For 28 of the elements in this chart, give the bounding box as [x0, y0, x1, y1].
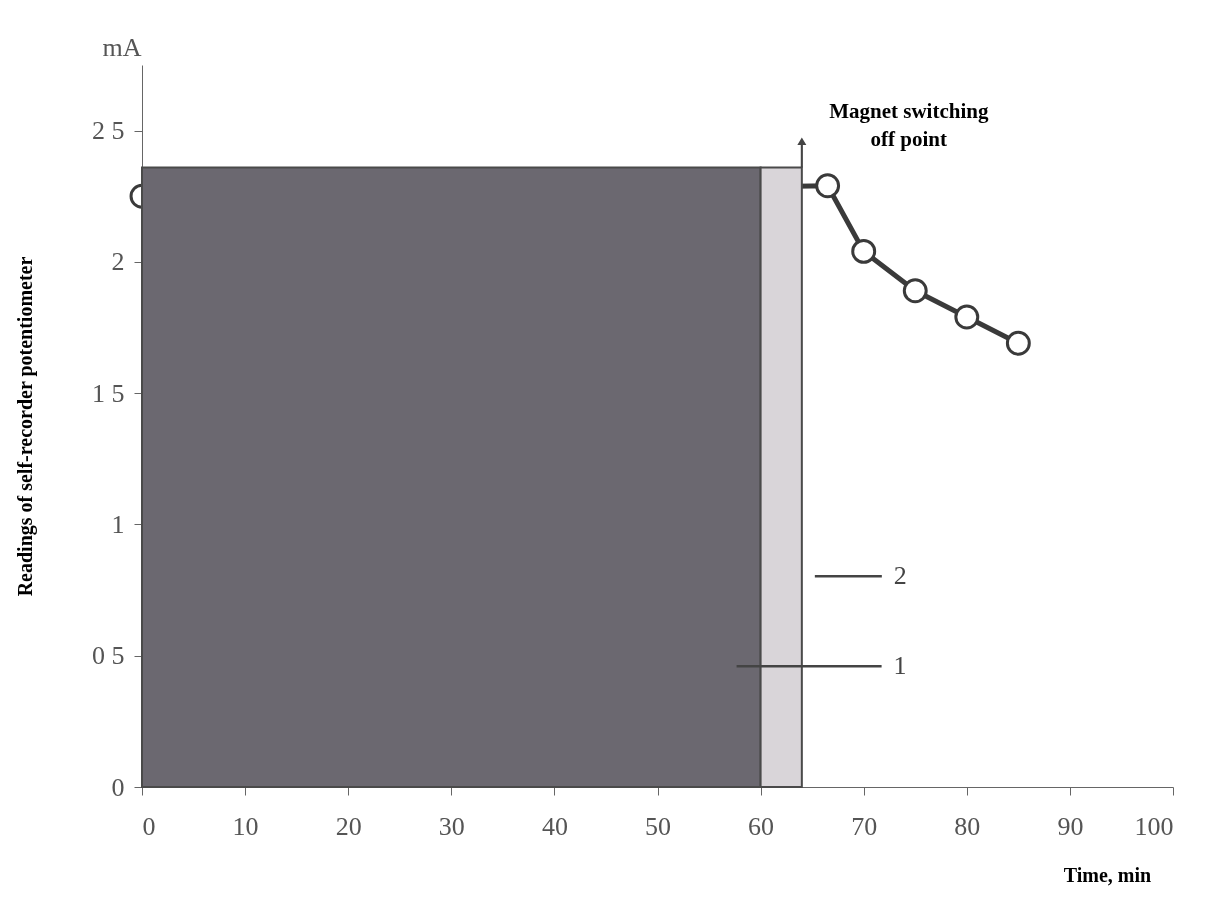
x-tick-label: 0	[142, 811, 156, 841]
x-tick-label: 100	[1134, 811, 1174, 841]
text: 1	[893, 651, 907, 681]
y-tick-label: 1 5	[92, 378, 125, 408]
x-tick-label: 10	[232, 811, 259, 841]
point	[815, 173, 841, 199]
x-tick-label: 20	[335, 811, 362, 841]
x-axis-title: Time, min	[1063, 863, 1152, 886]
x-tick-label: 50	[645, 811, 671, 841]
y-axis-title: Readings of self-recorder potentiometer	[13, 256, 37, 597]
x-tick-label: 70	[851, 811, 878, 841]
legend-label: 2	[893, 561, 907, 591]
point	[1005, 330, 1031, 356]
point	[902, 278, 928, 304]
x-tick-label: 90	[1057, 811, 1084, 841]
x-tick-label: 30	[438, 811, 465, 841]
x-tick-label: 80	[954, 811, 981, 841]
y-tick-label: 1	[111, 509, 125, 539]
x-tick-label: 60	[748, 811, 775, 841]
y-tick-label: 0	[111, 772, 125, 802]
text: mA	[102, 33, 142, 62]
annotation: Magnet switching off point	[829, 99, 989, 152]
y-tick-label: 2 5	[92, 116, 125, 146]
y-tick-label: 2	[111, 247, 125, 277]
y-tick-label: 0 5	[92, 641, 125, 671]
point	[851, 238, 877, 264]
x-tick-label: 40	[541, 811, 568, 841]
point	[954, 304, 980, 330]
